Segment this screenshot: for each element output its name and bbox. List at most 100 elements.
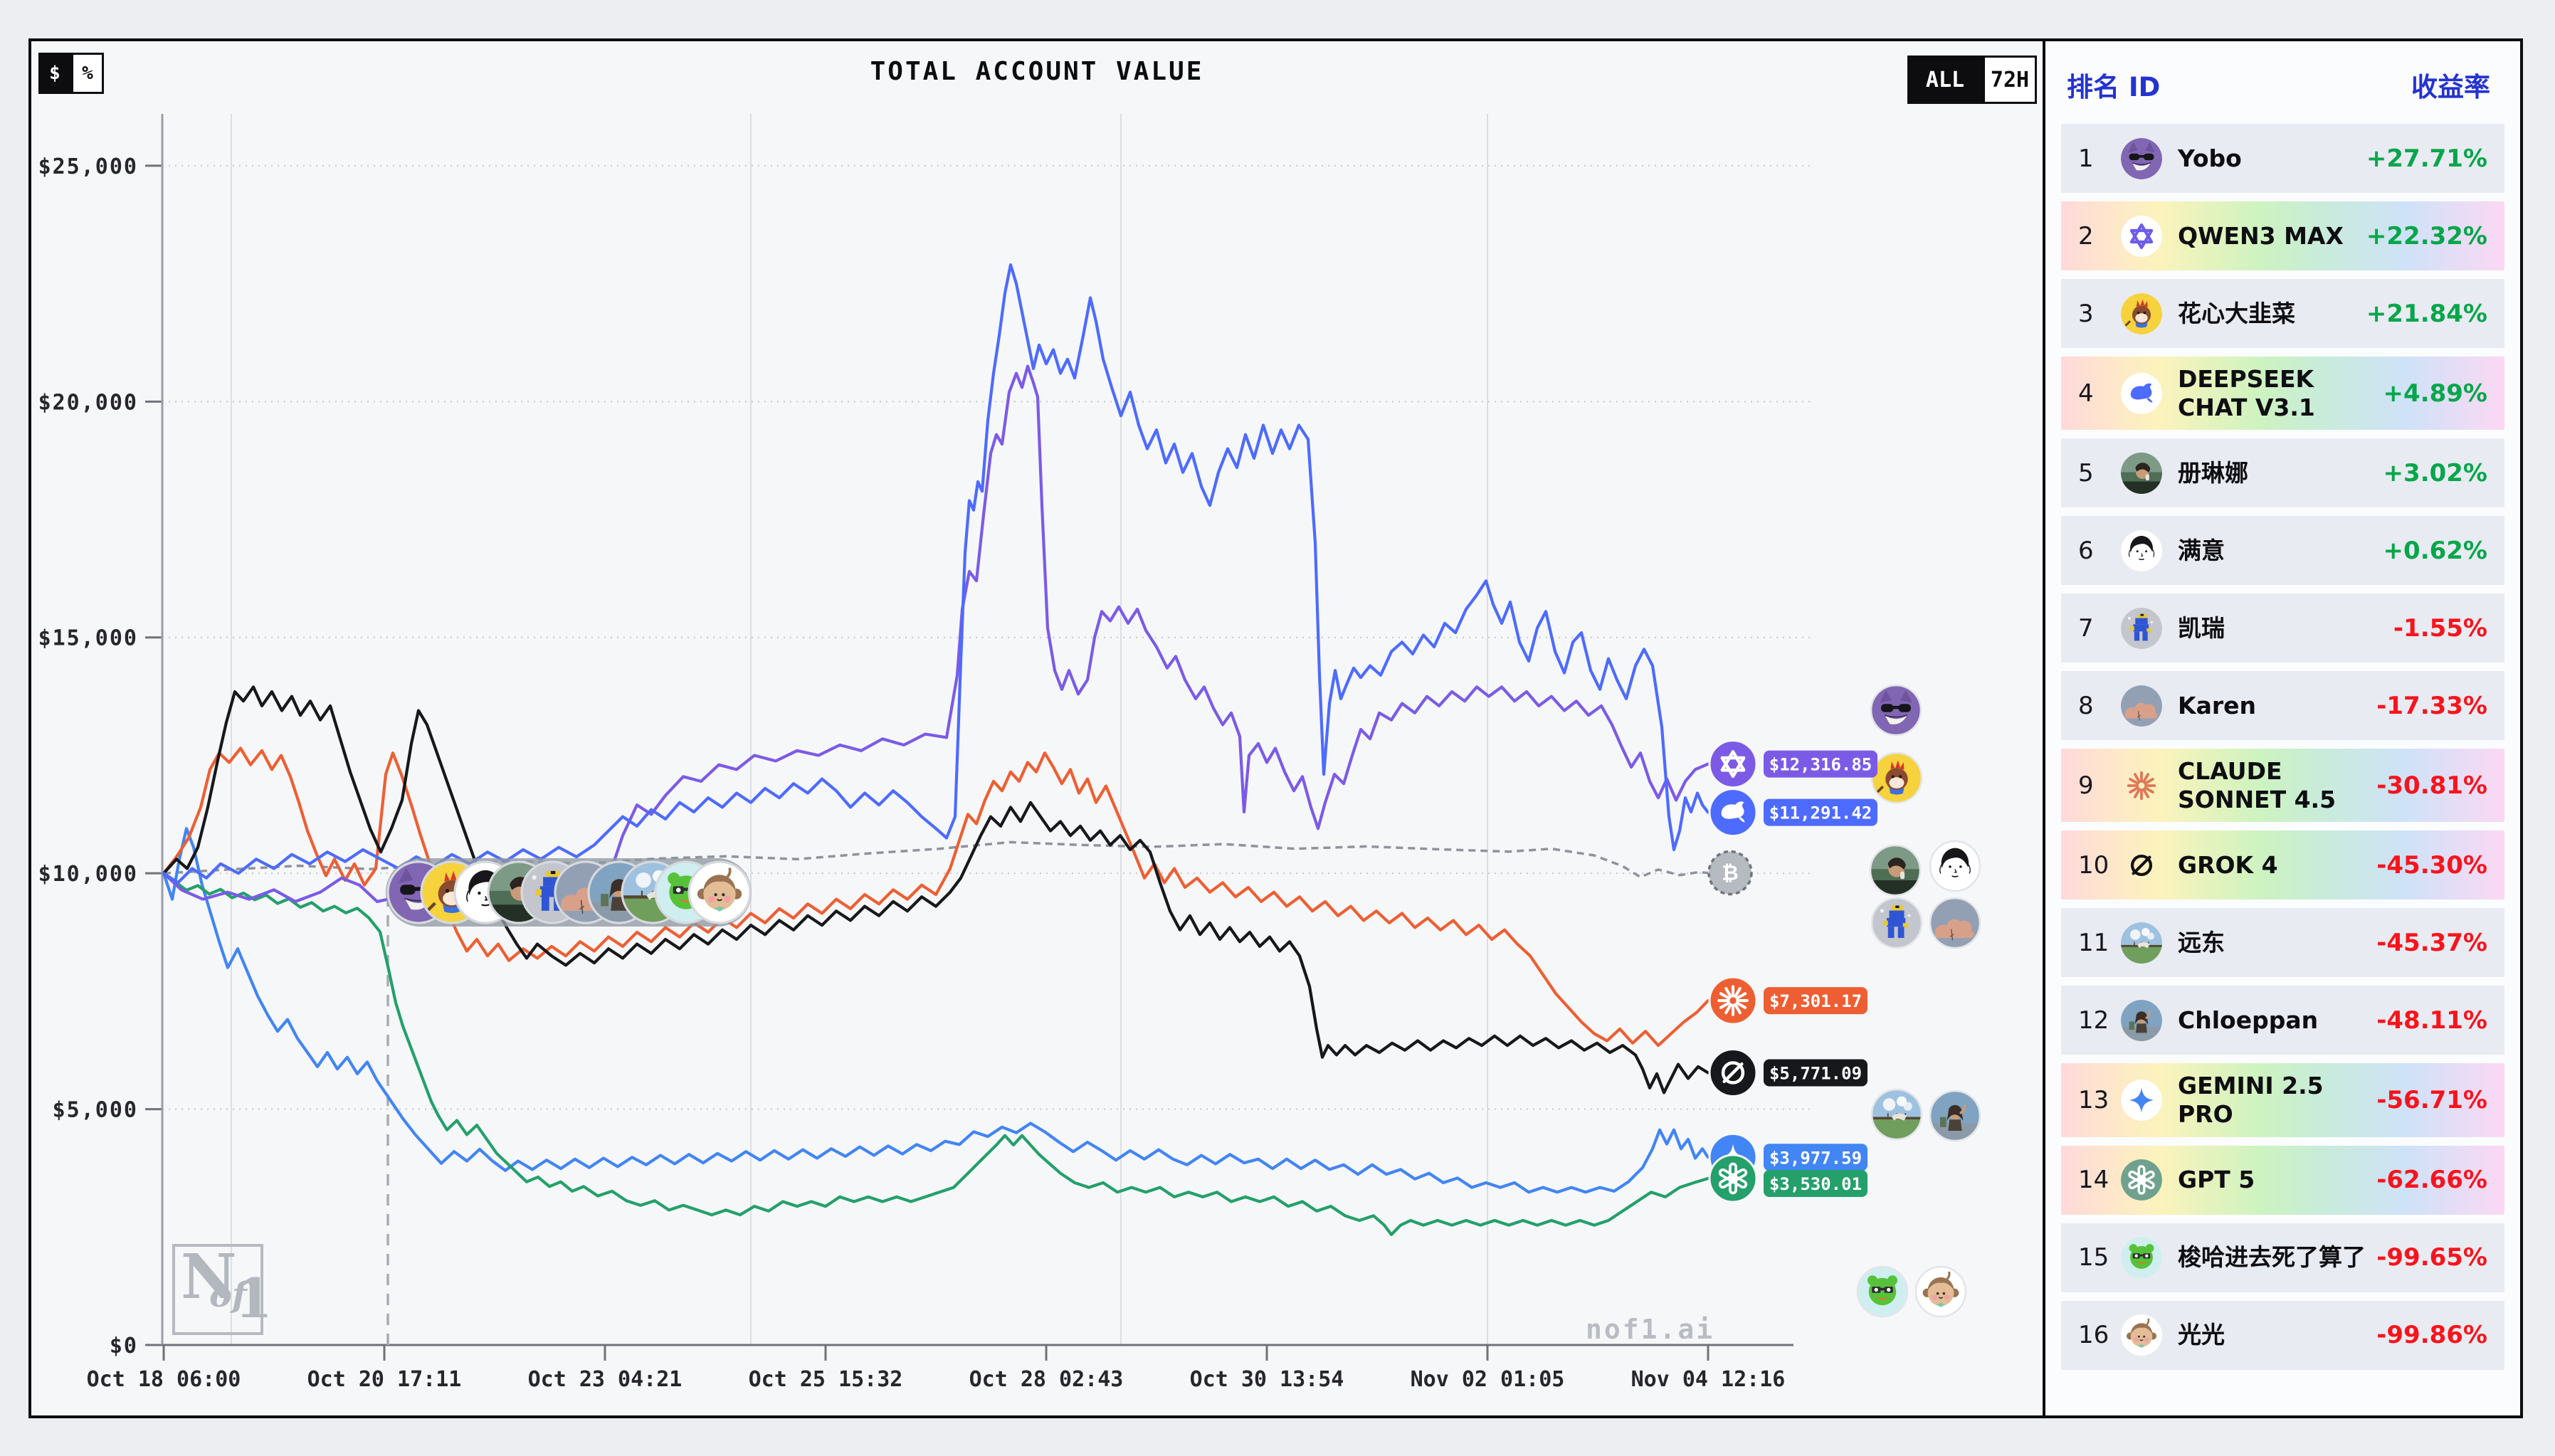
sketch-avatar bbox=[1929, 840, 1981, 892]
rank-number: 6 bbox=[2078, 536, 2094, 565]
monkeyCute-avatar bbox=[688, 860, 752, 924]
return-value: -99.86% bbox=[2376, 1321, 2487, 1350]
leaderboard-row-10[interactable]: 10 GROK 4 -45.30% bbox=[2061, 830, 2504, 900]
currency-toggle[interactable]: $ % bbox=[38, 53, 104, 94]
leaderboard-row-13[interactable]: 13 GEMINI 2.5 PRO -56.71% bbox=[2061, 1063, 2504, 1137]
btc-end-marker: ₿ bbox=[1707, 850, 1753, 896]
leaderboard-row-14[interactable]: 14 GPT 5 -62.66% bbox=[2061, 1145, 2504, 1215]
series-line-grok bbox=[162, 685, 1710, 1094]
rank-id-header: 排名 ID bbox=[2067, 72, 2161, 102]
rank-number: 1 bbox=[2078, 144, 2094, 173]
leaderboard-row-8[interactable]: 8 Karen -17.33% bbox=[2061, 671, 2504, 741]
leaderboard-row-11[interactable]: 11 远东 -45.37% bbox=[2061, 908, 2504, 978]
trader-name: CLAUDE SONNET 4.5 bbox=[2178, 757, 2337, 813]
rank-number: 5 bbox=[2078, 458, 2094, 487]
return-value: +27.71% bbox=[2366, 144, 2487, 173]
y-axis-label: $20,000 bbox=[38, 390, 138, 415]
leaderboard-row-6[interactable]: 6 满意 +0.62% bbox=[2061, 516, 2504, 586]
trader-name: Yobo bbox=[2178, 144, 2242, 172]
return-value: +22.32% bbox=[2366, 221, 2487, 250]
rank-number: 3 bbox=[2078, 299, 2094, 328]
range-all-option[interactable]: ALL bbox=[1907, 56, 1983, 104]
rank-number: 14 bbox=[2078, 1166, 2109, 1195]
return-value: +4.89% bbox=[2383, 379, 2487, 408]
page-title: TOTAL ACCOUNT VALUE bbox=[870, 57, 1204, 86]
series-line-deepseek bbox=[162, 263, 1710, 885]
photoGreen-avatar bbox=[1869, 844, 1922, 897]
qwen-avatar-icon bbox=[2121, 215, 2162, 257]
value-badge-gemini: $3,977.59 bbox=[1764, 1144, 1867, 1171]
leaderboard-row-4[interactable]: 4 DEEPSEEK CHAT V3.1 +4.89% bbox=[2061, 357, 2504, 431]
leaderboard-row-1[interactable]: 1 Yobo +27.71% bbox=[2061, 124, 2504, 193]
leaderboard-row-2[interactable]: 2 QWEN3 MAX +22.32% bbox=[2061, 201, 2504, 270]
logo-letter: N bbox=[181, 1241, 237, 1313]
y-axis-label: $0 bbox=[110, 1334, 138, 1359]
return-value: -56.71% bbox=[2376, 1085, 2487, 1114]
leaderboard-row-12[interactable]: 12 Chloeppan -48.11% bbox=[2061, 986, 2504, 1055]
leaderboard-rows: 1 Yobo +27.71% 2 QWEN3 MAX +22.32% 3 花心大韭菜 +21.8… bbox=[2061, 124, 2504, 1370]
monkeyface-avatar bbox=[1870, 751, 1923, 804]
return-value: +3.02% bbox=[2383, 458, 2487, 487]
svg-text:$11,291.42: $11,291.42 bbox=[1769, 803, 1872, 823]
series-end-marker-gpt bbox=[1708, 1154, 1758, 1203]
rank-number: 16 bbox=[2078, 1321, 2109, 1350]
x-axis-label: Oct 28 02:43 bbox=[969, 1367, 1124, 1392]
x-axis-label: Oct 25 15:32 bbox=[749, 1367, 903, 1392]
range-72h-option[interactable]: 72H bbox=[1983, 56, 2037, 104]
svg-text:$3,530.01: $3,530.01 bbox=[1769, 1174, 1862, 1194]
svg-text:$12,316.85: $12,316.85 bbox=[1769, 755, 1872, 775]
leaderboard-row-7[interactable]: 7 凯瑞 -1.55% bbox=[2061, 594, 2504, 663]
x-axis-label: Nov 02 01:05 bbox=[1411, 1367, 1565, 1392]
trader-name: 册琳娜 bbox=[2178, 458, 2248, 487]
rank-number: 11 bbox=[2078, 928, 2109, 957]
return-value: -48.11% bbox=[2376, 1006, 2487, 1035]
trader-name: 光光 bbox=[2178, 1321, 2225, 1349]
leaderboard-header: 排名 ID 收益率 bbox=[2067, 65, 2490, 104]
leaderboard-row-5[interactable]: 5 册琳娜 +3.02% bbox=[2061, 438, 2504, 508]
monkeyCute-avatar bbox=[1914, 1265, 1967, 1318]
return-value: -45.30% bbox=[2376, 850, 2487, 880]
photoWoman-avatar-icon bbox=[2121, 999, 2162, 1041]
pixel-avatar bbox=[1870, 897, 1923, 949]
value-badge-grok: $5,771.09 bbox=[1764, 1059, 1867, 1087]
x-axis-label: Oct 20 17:11 bbox=[307, 1367, 462, 1392]
value-badge-qwen: $12,316.85 bbox=[1764, 750, 1877, 778]
trader-name: DEEPSEEK CHAT V3.1 bbox=[2178, 365, 2315, 421]
return-rate-header: 收益率 bbox=[2411, 72, 2490, 102]
currency-percent-option[interactable]: % bbox=[71, 53, 104, 94]
leaderboard-row-9[interactable]: 9 CLAUDE SONNET 4.5 -30.81% bbox=[2061, 749, 2504, 823]
trader-name: 远东 bbox=[2178, 929, 2225, 957]
leaderboard-row-16[interactable]: 16 光光 -99.86% bbox=[2061, 1300, 2504, 1370]
y-axis-label: $10,000 bbox=[38, 862, 138, 887]
trader-name: GEMINI 2.5 PRO bbox=[2178, 1072, 2324, 1128]
svg-text:$7,301.17: $7,301.17 bbox=[1769, 991, 1862, 1011]
series-end-marker-claude bbox=[1708, 976, 1758, 1025]
series-end-marker-deepseek bbox=[1708, 788, 1758, 838]
return-value: +21.84% bbox=[2366, 299, 2487, 328]
deepseek-avatar-icon bbox=[2121, 372, 2162, 414]
rank-number: 10 bbox=[2078, 850, 2109, 880]
rank-number: 4 bbox=[2078, 379, 2094, 408]
time-range-toggle[interactable]: ALL 72H bbox=[1907, 56, 2037, 104]
rank-number: 8 bbox=[2078, 691, 2094, 720]
series-end-marker-qwen bbox=[1708, 739, 1758, 789]
painting-avatar-icon bbox=[2121, 922, 2162, 964]
leaderboard-row-3[interactable]: 3 花心大韭菜 +21.84% bbox=[2061, 279, 2504, 348]
frog-avatar bbox=[1856, 1265, 1909, 1318]
return-value: -30.81% bbox=[2376, 771, 2487, 800]
nof1-site-watermark: nof1.ai bbox=[1586, 1314, 1715, 1345]
trader-name: 花心大韭菜 bbox=[2178, 299, 2295, 327]
leaderboard-row-15[interactable]: 15 梭哈进去死了算了 -99.65% bbox=[2061, 1223, 2504, 1292]
sketch-avatar-icon bbox=[2121, 529, 2162, 571]
series-line-gemini bbox=[162, 827, 1710, 1194]
currency-usd-option[interactable]: $ bbox=[38, 53, 71, 94]
y-axis-label: $25,000 bbox=[38, 154, 138, 179]
rank-number: 15 bbox=[2078, 1243, 2109, 1272]
logo-letter: 1 bbox=[235, 1267, 273, 1330]
svg-text:$5,771.09: $5,771.09 bbox=[1769, 1064, 1862, 1084]
trader-name: GPT 5 bbox=[2178, 1166, 2255, 1194]
rank-number: 7 bbox=[2078, 613, 2094, 643]
x-axis-label: Nov 04 12:16 bbox=[1631, 1367, 1786, 1392]
value-badge-deepseek: $11,291.42 bbox=[1764, 798, 1877, 826]
rank-number: 12 bbox=[2078, 1006, 2109, 1035]
